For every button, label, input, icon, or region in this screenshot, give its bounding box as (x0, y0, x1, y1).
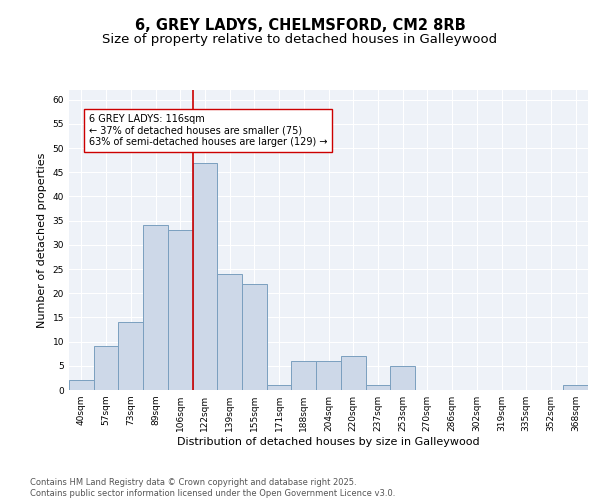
Bar (118, 322, 143, 390)
Bar (267, 385, 292, 390)
X-axis label: Distribution of detached houses by size in Galleywood: Distribution of detached houses by size … (177, 437, 480, 447)
Text: Contains HM Land Registry data © Crown copyright and database right 2025.
Contai: Contains HM Land Registry data © Crown c… (30, 478, 395, 498)
Text: 6 GREY LADYS: 116sqm
← 37% of detached houses are smaller (75)
63% of semi-detac: 6 GREY LADYS: 116sqm ← 37% of detached h… (89, 114, 327, 148)
Y-axis label: Number of detached properties: Number of detached properties (37, 152, 47, 328)
Bar (217, 274, 242, 390)
Bar (69, 380, 94, 390)
Bar (242, 284, 267, 390)
Text: 6, GREY LADYS, CHELMSFORD, CM2 8RB: 6, GREY LADYS, CHELMSFORD, CM2 8RB (134, 18, 466, 32)
Bar (168, 230, 193, 390)
Bar (316, 361, 341, 390)
Bar (390, 366, 415, 390)
Text: Size of property relative to detached houses in Galleywood: Size of property relative to detached ho… (103, 32, 497, 46)
Bar (292, 361, 316, 390)
Bar (563, 385, 588, 390)
Bar (341, 356, 365, 390)
Bar (365, 385, 390, 390)
Bar (143, 226, 168, 390)
Bar (193, 162, 217, 390)
Bar (94, 346, 118, 390)
